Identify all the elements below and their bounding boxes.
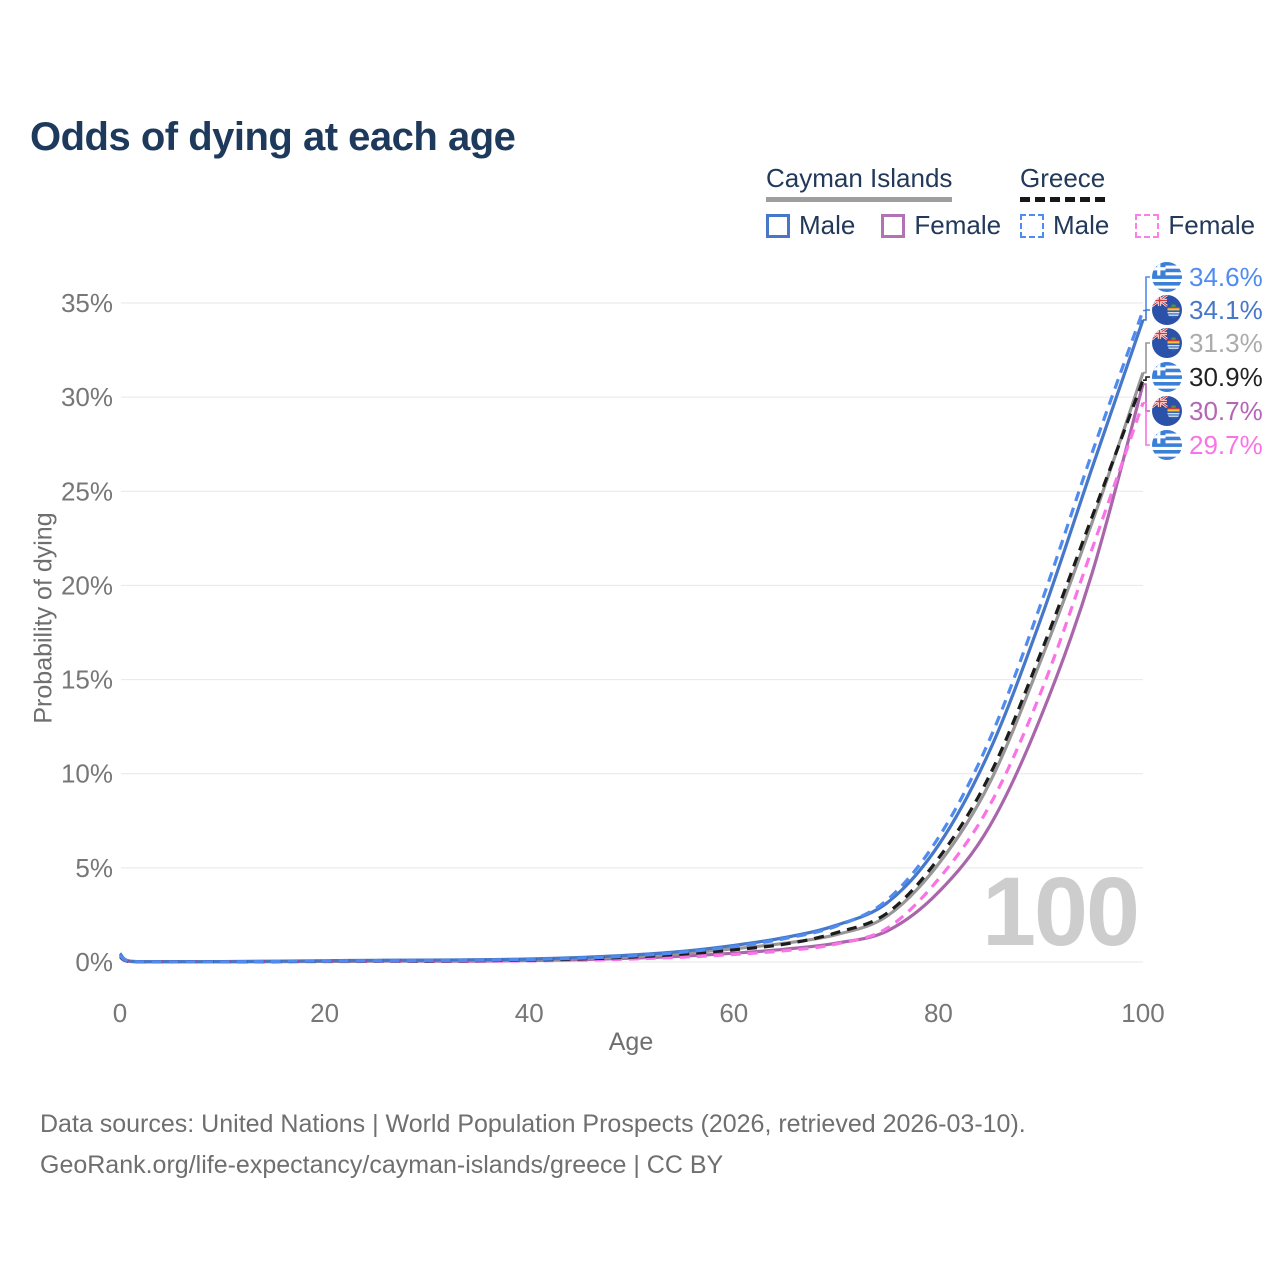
end-label-value: 29.7% <box>1189 429 1263 460</box>
y-tick-label: 10% <box>61 759 113 789</box>
legend-group-title: Greece <box>1020 163 1106 202</box>
end-label-row-greece-male: 34.6% <box>1152 262 1263 292</box>
greece-flag-icon <box>1152 362 1182 392</box>
x-tick-label: 20 <box>310 998 339 1028</box>
end-label-connector-greece-female <box>1143 402 1150 446</box>
x-tick-label: 40 <box>515 998 544 1028</box>
end-label-value: 34.1% <box>1189 294 1263 325</box>
legend-group-greece: Greece Male Female <box>1020 163 1255 241</box>
legend-item-greece-female[interactable]: Female <box>1135 210 1255 241</box>
end-label-value: 34.6% <box>1189 261 1263 292</box>
end-label-connector-greece-all <box>1143 376 1150 381</box>
end-label-value: 30.9% <box>1189 361 1263 392</box>
cayman-islands-flag-icon <box>1152 295 1182 325</box>
x-tick-label: 100 <box>1121 998 1164 1028</box>
y-tick-label: 20% <box>61 570 113 600</box>
age-indicator-watermark: 100 <box>982 857 1138 966</box>
y-tick-label: 15% <box>61 665 113 695</box>
solid-line-swatch <box>881 213 906 238</box>
end-label-connector-cayman-female <box>1143 383 1150 412</box>
cayman-islands-flag-icon <box>1152 396 1182 426</box>
series-line-greece-female[interactable] <box>119 402 1145 964</box>
data-source-line: Data sources: United Nations | World Pop… <box>40 1110 1026 1138</box>
dashed-line-swatch <box>1135 213 1160 238</box>
y-tick-label: 30% <box>61 382 113 412</box>
end-label-value: 31.3% <box>1189 327 1263 358</box>
x-tick-label: 0 <box>113 998 127 1028</box>
y-tick-label: 5% <box>75 853 113 883</box>
dashed-line-swatch <box>1020 213 1044 238</box>
legend-item-cayman-islands-female[interactable]: Female <box>881 210 1001 241</box>
x-tick-label: 80 <box>924 998 953 1028</box>
y-tick-label: 35% <box>61 288 113 318</box>
page-title: Odds of dying at each age <box>30 114 516 159</box>
y-tick-label: 25% <box>61 476 113 506</box>
legend-item-cayman-islands-male[interactable]: Male <box>766 210 855 241</box>
legend-item-label: Female <box>1168 210 1256 240</box>
legend-items-row: Male Female <box>766 210 1001 241</box>
legend-item-greece-male[interactable]: Male <box>1020 210 1109 241</box>
x-tick-label: 60 <box>719 998 748 1028</box>
legend-item-label: Female <box>914 210 1002 240</box>
end-label-row-cayman-all: 31.3% <box>1152 328 1263 358</box>
solid-line-swatch <box>766 213 790 238</box>
greece-flag-icon <box>1152 262 1182 292</box>
cayman-islands-flag-icon <box>1152 328 1182 358</box>
end-label-value: 30.7% <box>1189 395 1263 426</box>
legend-item-label: Male <box>799 210 856 240</box>
attribution-line: GeoRank.org/life-expectancy/cayman-islan… <box>40 1151 724 1179</box>
legend-group-title: Cayman Islands <box>766 163 953 202</box>
end-label-connector-cayman-all <box>1143 342 1150 374</box>
greece-flag-icon <box>1152 430 1182 460</box>
end-label-row-cayman-female: 30.7% <box>1152 396 1263 426</box>
end-label-connector-cayman-male <box>1143 309 1150 321</box>
footer: Data sources: United Nations | World Pop… <box>40 1104 1026 1186</box>
end-label-row-greece-all: 30.9% <box>1152 362 1263 392</box>
legend-item-label: Male <box>1053 210 1110 240</box>
end-label-row-cayman-male: 34.1% <box>1152 295 1263 325</box>
end-label-connector-greece-male <box>1143 276 1150 312</box>
legend-items-row: Male Female <box>1020 210 1255 241</box>
legend-group-cayman-islands: Cayman Islands Male Female <box>766 163 1001 241</box>
end-label-row-greece-female: 29.7% <box>1152 430 1263 460</box>
y-tick-label: 0% <box>75 947 113 977</box>
x-axis-title: Age <box>608 1028 654 1056</box>
